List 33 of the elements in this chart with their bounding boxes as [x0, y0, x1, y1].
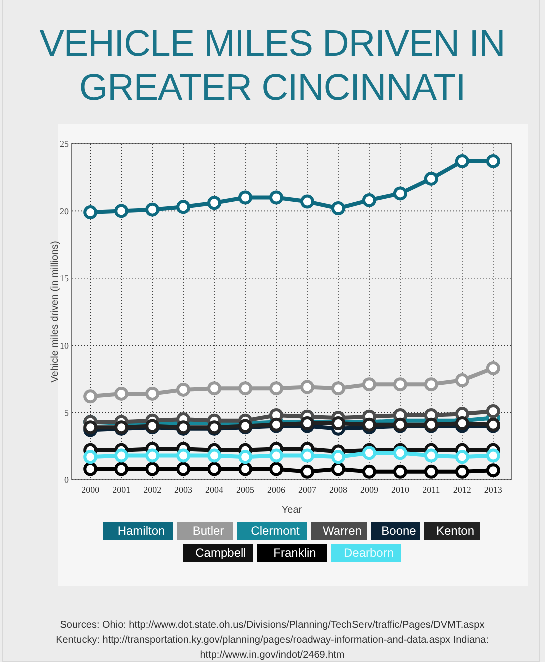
x-tick-label: 2011 — [422, 485, 440, 495]
x-tick-label: 2002 — [144, 485, 162, 495]
chart-title: VEHICLE MILES DRIVEN IN GREATER CINCINNATI — [40, 23, 506, 108]
x-tick-label: 2012 — [453, 485, 472, 495]
source-note: Sources: Ohio: http://www.dot.state.oh.us/Divisions/Planning/TechServ/traffic/Pages/DVMT.aspx Kentucky: http://transportation.ky.gov/planning/pages/roadway-information-and-data.aspx Indiana: http://www.in.gov/indot/2469.htm — [56, 620, 489, 661]
x-tick-label: 2013 — [484, 485, 503, 495]
x-tick-label: 2006 — [268, 485, 286, 495]
y-tick-label: 20 — [60, 206, 70, 216]
legend-label: Campbell — [196, 546, 246, 560]
legend-label: Clermont — [251, 524, 300, 538]
y-tick-label: 25 — [60, 139, 70, 150]
y-tick-label: 0 — [64, 475, 70, 486]
legend-label: Warren — [323, 524, 362, 538]
y-tick-label: 15 — [60, 274, 70, 284]
x-tick-label: 2001 — [112, 485, 131, 495]
y-tick-label: 5 — [64, 408, 70, 418]
y-axis-title: Vehicle miles driven (in millions) — [50, 241, 61, 383]
x-tick-label: 2003 — [174, 485, 194, 495]
legend-label: Kenton — [436, 524, 475, 538]
legend-label: Butler — [192, 524, 224, 538]
x-tick-label: 2008 — [329, 485, 348, 495]
x-tick-label: 2005 — [236, 485, 256, 495]
y-tick-label: 10 — [60, 340, 70, 351]
x-tick-label: 2000 — [82, 485, 100, 495]
x-tick-label: 2004 — [206, 485, 224, 495]
legend-label: Dearborn — [344, 546, 394, 560]
legend-label: Franklin — [274, 546, 316, 560]
legend-label: Boone — [382, 524, 417, 538]
x-tick-label: 2010 — [391, 485, 410, 495]
x-axis-title: Year — [282, 505, 303, 516]
x-tick-label: 2009 — [360, 485, 379, 495]
legend-label: Hamilton — [118, 524, 166, 538]
x-tick-label: 2007 — [298, 485, 317, 495]
